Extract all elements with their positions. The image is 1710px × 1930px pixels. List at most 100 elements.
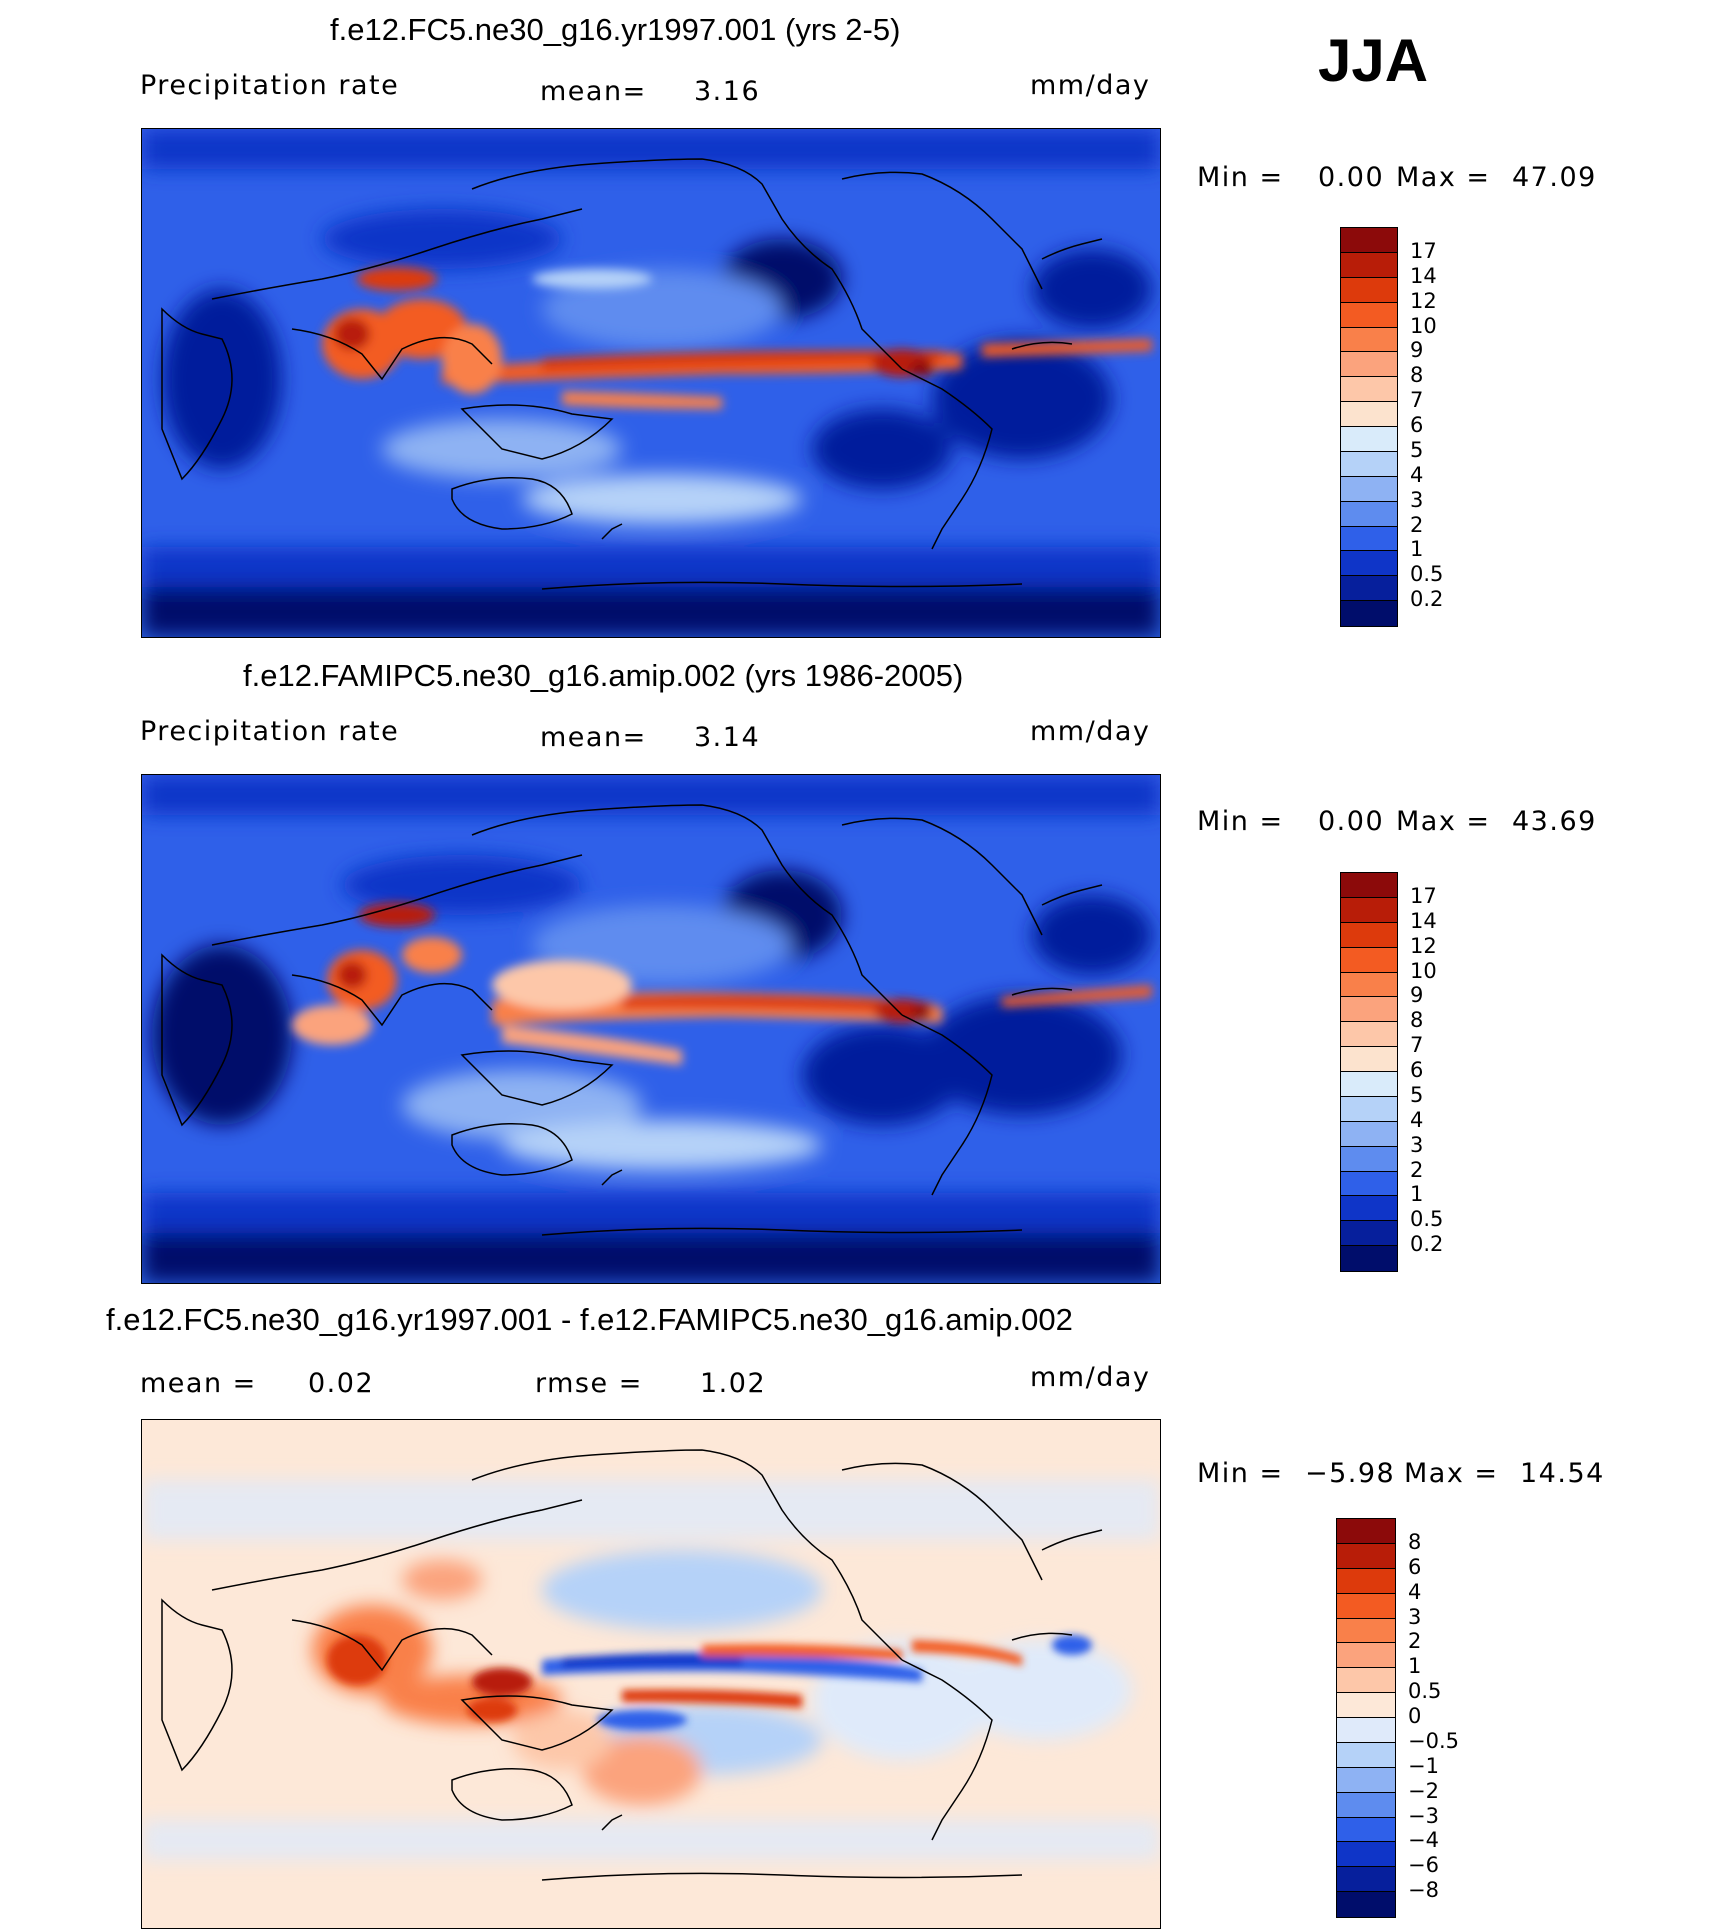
- panel1-variable-label: Precipitation rate: [140, 70, 400, 101]
- colorbar-swatch: [1341, 947, 1397, 973]
- colorbar-tick-label: 4: [1408, 1579, 1422, 1604]
- panel3-mean-value: 0.02: [308, 1368, 375, 1399]
- colorbar-tick-label: 6: [1410, 413, 1424, 437]
- colorbar-tick-label: −3: [1408, 1803, 1439, 1828]
- colorbar-swatch: [1341, 1171, 1397, 1197]
- colorbar-tick-label: 12: [1410, 288, 1437, 313]
- colorbar-swatch: [1341, 1221, 1397, 1247]
- colorbar-tick-label: 5: [1410, 437, 1424, 462]
- colorbar-tick-label: 10: [1410, 958, 1437, 983]
- colorbar-tick-label: 17: [1410, 883, 1437, 908]
- panel3-rmse-label: rmse =: [535, 1368, 643, 1399]
- colorbar-swatch: [1337, 1742, 1395, 1768]
- panel2-min-label: Min =: [1197, 806, 1284, 837]
- colorbar-tick-label: 17: [1410, 238, 1437, 263]
- colorbar-swatch: [1341, 277, 1397, 303]
- panel1-title: f.e12.FC5.ne30_g16.yr1997.001 (yrs 2-5): [330, 12, 901, 47]
- colorbar-tick-label: 9: [1410, 983, 1424, 1008]
- panel3-min-value: −5.98: [1305, 1458, 1396, 1489]
- colorbar-tick-label: −0.5: [1408, 1728, 1459, 1753]
- panel2-variable-label: Precipitation rate: [140, 716, 400, 747]
- colorbar-tick-label: 0.5: [1410, 1207, 1444, 1232]
- colorbar-swatch: [1337, 1519, 1395, 1544]
- panel1-map: [141, 128, 1161, 638]
- colorbar-swatch: [1341, 302, 1397, 328]
- panel1-max-value: 47.09: [1512, 162, 1597, 193]
- colorbar-tick-label: 0: [1408, 1704, 1422, 1728]
- colorbar-tick-label: −6: [1408, 1853, 1439, 1878]
- panel1-min-label: Min =: [1197, 162, 1284, 193]
- colorbar-tick-label: 9: [1410, 338, 1424, 363]
- panel2-map: [141, 774, 1161, 1284]
- colorbar-swatch: [1341, 1072, 1397, 1097]
- colorbar-swatch: [1341, 451, 1397, 477]
- colorbar-swatch: [1341, 526, 1397, 552]
- panel3-units: mm/day: [1030, 1362, 1151, 1393]
- panel2-mean-value: 3.14: [694, 722, 761, 753]
- colorbar-swatch: [1337, 1593, 1395, 1619]
- colorbar-swatch: [1341, 1121, 1397, 1147]
- colorbar-tick-label: 6: [1410, 1058, 1424, 1082]
- colorbar-tick-label: 7: [1410, 1033, 1424, 1058]
- colorbar-tick-label: 2: [1410, 512, 1424, 537]
- colorbar-swatch: [1337, 1618, 1395, 1644]
- colorbar-swatch: [1337, 1817, 1395, 1843]
- colorbar-tick-label: 0.5: [1410, 562, 1444, 587]
- panel3-mean-label: mean =: [140, 1368, 257, 1399]
- panel2-colorbar: [1340, 872, 1398, 1272]
- colorbar-swatch: [1341, 601, 1397, 626]
- panel3-rmse-value: 1.02: [700, 1368, 767, 1399]
- colorbar-swatch: [1337, 1718, 1395, 1743]
- colorbar-tick-label: 6: [1408, 1554, 1422, 1579]
- panel2-max-label: Max =: [1396, 806, 1491, 837]
- colorbar-tick-label: −1: [1408, 1753, 1439, 1778]
- colorbar-swatch: [1341, 1246, 1397, 1271]
- colorbar-swatch: [1341, 1196, 1397, 1222]
- colorbar-swatch: [1341, 1146, 1397, 1172]
- colorbar-tick-label: 10: [1410, 313, 1437, 338]
- colorbar-tick-label: 8: [1408, 1529, 1422, 1554]
- panel1-units: mm/day: [1030, 70, 1151, 101]
- panel3-min-label: Min =: [1197, 1458, 1284, 1489]
- colorbar-swatch: [1341, 972, 1397, 998]
- colorbar-swatch: [1337, 1842, 1395, 1868]
- colorbar-tick-label: 0.5: [1408, 1679, 1442, 1704]
- panel3-max-value: 14.54: [1520, 1458, 1605, 1489]
- colorbar-tick-label: 14: [1410, 263, 1437, 288]
- panel1-max-label: Max =: [1396, 162, 1491, 193]
- colorbar-swatch: [1341, 551, 1397, 577]
- colorbar-tick-label: 4: [1410, 1107, 1424, 1132]
- colorbar-swatch: [1337, 1643, 1395, 1669]
- panel2-min-value: 0.00: [1318, 806, 1385, 837]
- colorbar-tick-label: −4: [1408, 1828, 1439, 1853]
- panel2-max-value: 43.69: [1512, 806, 1597, 837]
- colorbar-swatch: [1341, 922, 1397, 948]
- colorbar-swatch: [1341, 1096, 1397, 1122]
- colorbar-swatch: [1337, 1792, 1395, 1818]
- colorbar-tick-label: 0.2: [1410, 587, 1444, 612]
- colorbar-swatch: [1341, 228, 1397, 253]
- colorbar-tick-label: 4: [1410, 462, 1424, 487]
- colorbar-tick-label: 3: [1410, 487, 1424, 512]
- panel3-max-label: Max =: [1404, 1458, 1499, 1489]
- colorbar-tick-label: 2: [1408, 1629, 1422, 1654]
- colorbar-swatch: [1341, 252, 1397, 278]
- colorbar-tick-label: −8: [1408, 1878, 1439, 1903]
- panel2-units: mm/day: [1030, 716, 1151, 747]
- colorbar-swatch: [1341, 377, 1397, 403]
- colorbar-swatch: [1337, 1543, 1395, 1569]
- colorbar-swatch: [1341, 501, 1397, 527]
- panel2-mean-label: mean=: [540, 722, 647, 753]
- colorbar-swatch: [1337, 1867, 1395, 1893]
- panel2-title: f.e12.FAMIPC5.ne30_g16.amip.002 (yrs 198…: [243, 658, 964, 693]
- colorbar-tick-label: 1: [1410, 1182, 1424, 1207]
- colorbar-swatch: [1341, 997, 1397, 1023]
- colorbar-swatch: [1341, 1022, 1397, 1048]
- panel3-map: [141, 1419, 1161, 1929]
- colorbar-swatch: [1341, 873, 1397, 898]
- colorbar-swatch: [1341, 327, 1397, 353]
- colorbar-tick-label: 1: [1408, 1654, 1422, 1679]
- colorbar-swatch: [1337, 1693, 1395, 1718]
- colorbar-swatch: [1341, 476, 1397, 502]
- colorbar-tick-label: 7: [1410, 388, 1424, 413]
